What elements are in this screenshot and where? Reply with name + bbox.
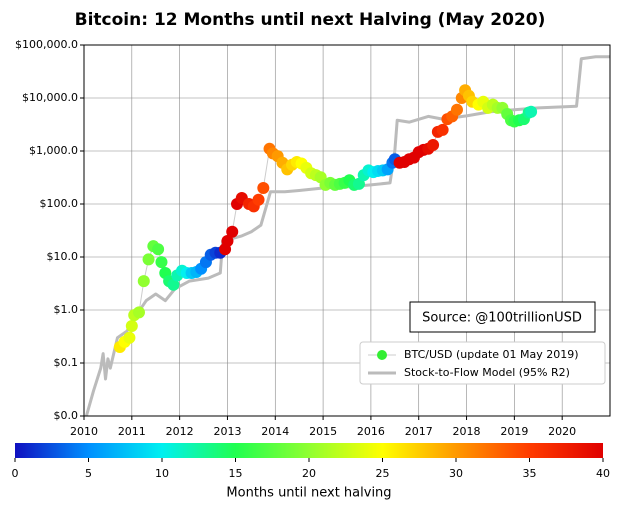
colorbar-tick-label: 25: [376, 467, 390, 480]
colorbar: [15, 443, 603, 458]
price-point: [427, 138, 440, 151]
y-tick-label: $0.0: [54, 409, 79, 422]
price-point: [123, 331, 136, 344]
x-tick-label: 2016: [357, 425, 385, 438]
legend-label: Stock-to-Flow Model (95% R2): [404, 366, 570, 379]
price-point: [132, 306, 145, 319]
source-note: Source: @100trillionUSD: [422, 311, 582, 326]
x-tick-label: 2013: [213, 425, 241, 438]
price-point: [450, 103, 463, 116]
price-point: [252, 193, 265, 206]
price-point: [142, 253, 155, 266]
price-point: [436, 123, 449, 136]
y-tick-label: $100,000.0: [15, 38, 78, 51]
price-point: [155, 256, 168, 269]
colorbar-tick-label: 20: [302, 467, 316, 480]
legend-box: [359, 341, 606, 385]
price-point: [226, 225, 239, 238]
chart-title: Bitcoin: 12 Months until next Halving (M…: [75, 10, 546, 30]
legend-label: BTC/USD (update 01 May 2019): [404, 348, 579, 361]
x-tick-label: 2015: [309, 425, 337, 438]
y-tick-label: $0.1: [54, 356, 79, 369]
price-point: [125, 319, 138, 332]
colorbar-tick-label: 0: [12, 467, 19, 480]
price-point: [257, 182, 270, 195]
y-tick-label: $10,000.0: [22, 91, 78, 104]
colorbar-label: Months until next halving: [226, 486, 391, 501]
colorbar-tick-label: 40: [596, 467, 610, 480]
source-box: [409, 301, 596, 333]
price-point: [525, 105, 538, 118]
x-tick-label: 2010: [70, 425, 98, 438]
x-tick-label: 2012: [166, 425, 194, 438]
x-tick-label: 2020: [548, 425, 576, 438]
y-tick-label: $1,000.0: [29, 144, 78, 157]
colorbar-tick-label: 35: [523, 467, 537, 480]
x-tick-label: 2014: [261, 425, 289, 438]
y-tick-label: $10.0: [47, 250, 79, 263]
price-point: [221, 235, 234, 248]
plot-frame: [83, 44, 611, 417]
legend-marker: [377, 350, 387, 360]
y-tick-label: $1.0: [54, 303, 79, 316]
price-point: [152, 243, 165, 256]
price-point: [167, 278, 180, 291]
x-tick-label: 2019: [500, 425, 528, 438]
colorbar-tick-label: 5: [85, 467, 92, 480]
x-tick-label: 2018: [453, 425, 481, 438]
colorbar-tick-label: 30: [449, 467, 463, 480]
colorbar-tick-label: 10: [155, 467, 169, 480]
x-tick-label: 2017: [405, 425, 433, 438]
x-tick-label: 2011: [118, 425, 146, 438]
y-tick-label: $100.0: [40, 197, 79, 210]
price-point: [137, 275, 150, 288]
colorbar-tick-label: 15: [229, 467, 243, 480]
